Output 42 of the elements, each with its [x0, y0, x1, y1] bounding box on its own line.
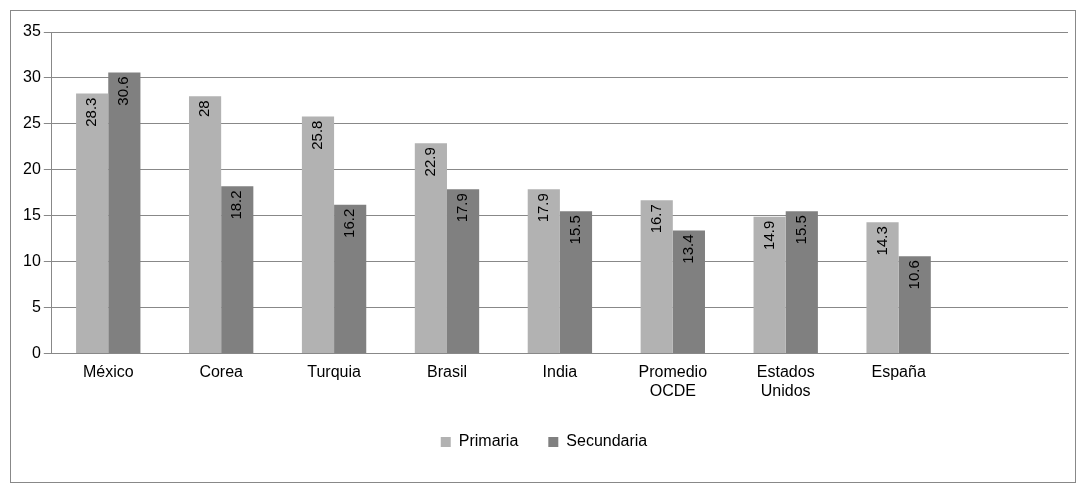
data-label: 17.9	[453, 193, 471, 223]
data-label: 14.3	[872, 226, 890, 256]
data-label: 16.7	[646, 204, 664, 234]
bar	[527, 189, 560, 354]
y-tick-label: 30	[23, 68, 41, 86]
y-tick-label: 0	[31, 344, 41, 362]
data-label: 28	[195, 100, 213, 118]
x-tick-label: Brasil	[426, 362, 467, 380]
legend-label: Primaria	[458, 432, 519, 450]
x-tick-label: España	[871, 362, 926, 380]
data-label: 28.3	[82, 97, 100, 127]
data-label: 16.2	[340, 208, 358, 238]
data-label: 25.8	[308, 120, 326, 150]
data-label: 17.9	[533, 193, 551, 223]
data-label: 15.5	[791, 215, 809, 245]
data-label: 30.6	[114, 76, 132, 106]
x-tick-label: Turquia	[307, 362, 362, 380]
bar	[753, 216, 786, 354]
y-tick-label: 5	[31, 298, 41, 316]
data-label: 18.2	[227, 190, 245, 220]
bar	[76, 93, 109, 354]
data-label: 14.9	[759, 220, 777, 250]
data-label: 15.5	[566, 215, 584, 245]
bar	[301, 116, 335, 354]
y-tick-label: 25	[23, 114, 41, 132]
data-label: 10.6	[904, 260, 922, 290]
x-tick-label: India	[542, 362, 578, 380]
data-label: 13.4	[679, 234, 697, 264]
bar	[866, 222, 899, 354]
y-tick-label: 35	[23, 22, 41, 40]
x-tick-label: Promedio OCDE	[638, 362, 708, 399]
x-tick-label: México	[82, 362, 134, 380]
x-tick-label: Estados Unidos	[756, 362, 815, 399]
legend-label: Secundaria	[566, 432, 648, 450]
y-tick-label: 20	[23, 160, 41, 178]
bar	[414, 143, 447, 354]
y-tick-label: 15	[23, 206, 41, 224]
y-tick-label: 10	[23, 252, 41, 270]
data-label: 22.9	[421, 147, 439, 177]
x-tick-label: Corea	[199, 362, 244, 380]
bar	[188, 96, 222, 354]
bar	[640, 200, 673, 354]
